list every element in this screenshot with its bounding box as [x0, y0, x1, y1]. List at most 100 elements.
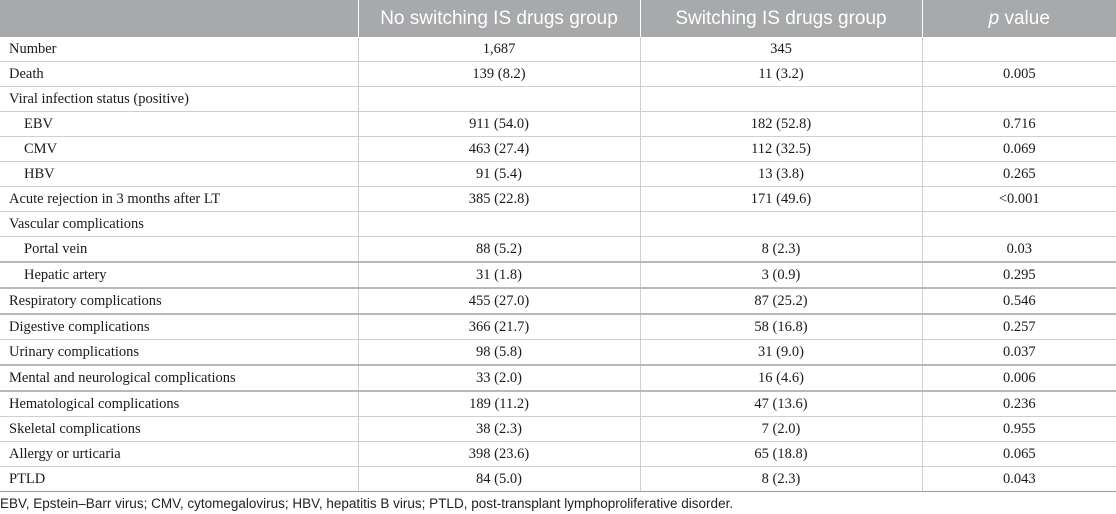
- table-row: Respiratory complications 455 (27.0) 87 (2…: [0, 288, 1116, 315]
- no-switching-value-cell: 91 (5.4): [358, 161, 641, 187]
- table-row: Portal vein 88 (5.2) 8 (2.3) 0.03: [0, 236, 1116, 263]
- p-value-cell: 0.03: [922, 236, 1116, 263]
- switching-value-cell: [640, 211, 923, 237]
- table-row: Urinary complications 98 (5.8) 31 (9.0) 0.0…: [0, 339, 1116, 366]
- no-switching-value-cell: 88 (5.2): [358, 236, 641, 263]
- p-value-cell: 0.006: [922, 365, 1116, 392]
- switching-value-cell: 345: [640, 37, 923, 62]
- no-switching-value-cell: 189 (11.2): [358, 391, 641, 417]
- no-switching-value-cell: [358, 211, 641, 237]
- switching-value-cell: 8 (2.3): [640, 466, 923, 492]
- p-value-cell: 0.065: [922, 441, 1116, 467]
- table-row: CMV 463 (27.4) 112 (32.5) 0.069: [0, 136, 1116, 162]
- header-p-value: p value: [922, 0, 1116, 37]
- switching-value-cell: 16 (4.6): [640, 365, 923, 392]
- switching-value-cell: 13 (3.8): [640, 161, 923, 187]
- p-value-cell: 0.037: [922, 339, 1116, 366]
- no-switching-value-cell: 385 (22.8): [358, 186, 641, 212]
- p-value-cell: [922, 86, 1116, 112]
- no-switching-value-cell: 366 (21.7): [358, 314, 641, 340]
- switching-value-cell: 58 (16.8): [640, 314, 923, 340]
- row-label-cell: EBV: [0, 111, 359, 137]
- table-row: Number 1,687 345: [0, 37, 1116, 62]
- no-switching-value-cell: 1,687: [358, 37, 641, 62]
- p-value-cell: [922, 37, 1116, 62]
- table-row: Acute rejection in 3 months after LT 385 …: [0, 186, 1116, 212]
- p-value-cell: 0.005: [922, 61, 1116, 87]
- header-label-col: [0, 0, 359, 37]
- switching-value-cell: 3 (0.9): [640, 262, 923, 289]
- p-value-cell: 0.257: [922, 314, 1116, 340]
- switching-value-cell: 112 (32.5): [640, 136, 923, 162]
- row-label-cell: CMV: [0, 136, 359, 162]
- header-row: No switching IS drugs group Switching IS…: [0, 0, 1116, 37]
- row-label-cell: Mental and neurological complications: [0, 365, 359, 392]
- table-row: PTLD 84 (5.0) 8 (2.3) 0.043: [0, 466, 1116, 492]
- row-label-cell: Number: [0, 37, 359, 62]
- row-label-cell: Hematological complications: [0, 391, 359, 417]
- no-switching-value-cell: 98 (5.8): [358, 339, 641, 366]
- header-p-rest: value: [999, 7, 1050, 29]
- table-body: Number 1,687 345 Death 139 (8.2) 11 (3.2) 0.00…: [0, 37, 1116, 492]
- switching-value-cell: 47 (13.6): [640, 391, 923, 417]
- row-label-cell: HBV: [0, 161, 359, 187]
- row-label-cell: Death: [0, 61, 359, 87]
- switching-value-cell: 65 (18.8): [640, 441, 923, 467]
- row-label-cell: Portal vein: [0, 236, 359, 263]
- table-row: EBV 911 (54.0) 182 (52.8) 0.716: [0, 111, 1116, 137]
- p-value-cell: 0.955: [922, 416, 1116, 442]
- table-row: Hematological complications 189 (11.2) 47 …: [0, 391, 1116, 417]
- no-switching-value-cell: 31 (1.8): [358, 262, 641, 289]
- switching-value-cell: [640, 86, 923, 112]
- p-value-cell: 0.546: [922, 288, 1116, 315]
- row-label-cell: Viral infection status (positive): [0, 86, 359, 112]
- switching-value-cell: 31 (9.0): [640, 339, 923, 366]
- p-value-cell: [922, 211, 1116, 237]
- switching-value-cell: 87 (25.2): [640, 288, 923, 315]
- switching-value-cell: 171 (49.6): [640, 186, 923, 212]
- no-switching-value-cell: 463 (27.4): [358, 136, 641, 162]
- switching-value-cell: 11 (3.2): [640, 61, 923, 87]
- no-switching-value-cell: 38 (2.3): [358, 416, 641, 442]
- p-value-cell: <0.001: [922, 186, 1116, 212]
- no-switching-value-cell: 455 (27.0): [358, 288, 641, 315]
- header-p-italic: p: [988, 7, 1000, 29]
- switching-value-cell: 7 (2.0): [640, 416, 923, 442]
- table-footnote: EBV, Epstein–Barr virus; CMV, cytomegalo…: [0, 496, 734, 511]
- header-no-switching: No switching IS drugs group: [358, 0, 641, 37]
- row-label-cell: Skeletal complications: [0, 416, 359, 442]
- p-value-cell: 0.069: [922, 136, 1116, 162]
- no-switching-value-cell: 33 (2.0): [358, 365, 641, 392]
- table-row: Viral infection status (positive): [0, 86, 1116, 112]
- row-label-cell: PTLD: [0, 466, 359, 492]
- row-label-cell: Digestive complications: [0, 314, 359, 340]
- p-value-cell: 0.295: [922, 262, 1116, 289]
- no-switching-value-cell: 84 (5.0): [358, 466, 641, 492]
- switching-value-cell: 8 (2.3): [640, 236, 923, 263]
- no-switching-value-cell: 139 (8.2): [358, 61, 641, 87]
- row-label-cell: Hepatic artery: [0, 262, 359, 289]
- p-value-cell: 0.716: [922, 111, 1116, 137]
- p-value-cell: 0.265: [922, 161, 1116, 187]
- table-header: No switching IS drugs group Switching IS…: [0, 0, 1116, 37]
- row-label-cell: Respiratory complications: [0, 288, 359, 315]
- row-label-cell: Acute rejection in 3 months after LT: [0, 186, 359, 212]
- no-switching-value-cell: 398 (23.6): [358, 441, 641, 467]
- table-row: Vascular complications: [0, 211, 1116, 237]
- no-switching-value-cell: [358, 86, 641, 112]
- p-value-cell: 0.043: [922, 466, 1116, 492]
- switching-value-cell: 182 (52.8): [640, 111, 923, 137]
- row-label-cell: Allergy or urticaria: [0, 441, 359, 467]
- results-table: No switching IS drugs group Switching IS…: [0, 0, 1116, 492]
- row-label-cell: Urinary complications: [0, 339, 359, 366]
- table-row: Mental and neurological complications 33 …: [0, 365, 1116, 392]
- table-row: Allergy or urticaria 398 (23.6) 65 (18.8) 0…: [0, 441, 1116, 467]
- table-row: Death 139 (8.2) 11 (3.2) 0.005: [0, 61, 1116, 87]
- table-row: Hepatic artery 31 (1.8) 3 (0.9) 0.295: [0, 262, 1116, 289]
- row-label-cell: Vascular complications: [0, 211, 359, 237]
- table-row: Digestive complications 366 (21.7) 58 (16.…: [0, 314, 1116, 340]
- header-switching: Switching IS drugs group: [640, 0, 923, 37]
- no-switching-value-cell: 911 (54.0): [358, 111, 641, 137]
- p-value-cell: 0.236: [922, 391, 1116, 417]
- table-row: HBV 91 (5.4) 13 (3.8) 0.265: [0, 161, 1116, 187]
